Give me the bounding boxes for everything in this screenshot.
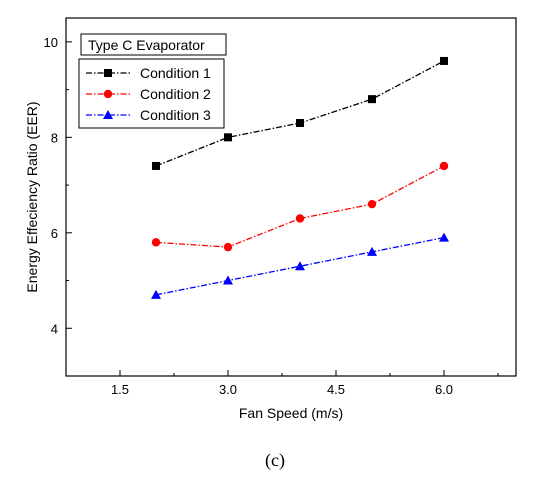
legend-entry: Condition 1 — [86, 65, 211, 81]
series-1 — [152, 56, 448, 170]
x-tick-label: 4.5 — [327, 382, 345, 397]
data-point — [296, 119, 304, 128]
data-point — [224, 133, 232, 142]
data-point — [223, 242, 233, 252]
y-tick-label: 8 — [51, 130, 58, 145]
legend: Condition 1 Condition 2 Condition 3 — [78, 58, 225, 129]
legend-marker — [103, 89, 113, 99]
plot-frame — [65, 17, 517, 377]
y-tick-label: 4 — [51, 321, 58, 336]
data-point — [439, 232, 449, 242]
data-point — [151, 289, 161, 299]
data-point — [151, 238, 161, 247]
y-axis: 4 6 8 10 — [44, 35, 72, 377]
data-point — [295, 214, 305, 223]
legend-marker — [103, 110, 113, 119]
series-2 — [151, 161, 449, 252]
legend-items: Condition 1 Condition 2 Condition 3 — [86, 65, 211, 123]
data-point — [367, 246, 377, 256]
legend-label: Condition 2 — [140, 86, 211, 102]
data-point — [223, 275, 233, 285]
y-axis-label: Energy Effeciency Ratio (EER) — [24, 101, 40, 292]
data-point — [367, 199, 377, 209]
x-tick-label: 6.0 — [435, 382, 453, 397]
x-tick-label: 1.5 — [111, 382, 129, 397]
data-point — [439, 161, 449, 171]
legend-label: Condition 3 — [140, 107, 211, 123]
data-point — [295, 261, 305, 271]
y-tick-label: 6 — [51, 226, 58, 241]
series-layer — [151, 56, 449, 299]
panel-label-box: Type C Evaporator — [80, 33, 227, 56]
legend-label: Condition 1 — [140, 65, 211, 81]
legend-marker — [104, 69, 112, 77]
data-point — [368, 95, 376, 104]
x-axis: 1.5 3.0 4.5 6.0 — [65, 370, 499, 397]
figure-caption: (c) — [265, 450, 285, 471]
legend-entry: Condition 2 — [86, 86, 211, 102]
series-line — [155, 165, 445, 248]
y-tick-label: 10 — [44, 35, 58, 50]
x-tick-label: 3.0 — [219, 382, 237, 397]
legend-entry: Condition 3 — [86, 107, 211, 123]
series-3 — [151, 232, 449, 299]
x-axis-label: Fan Speed (m/s) — [239, 405, 343, 421]
data-point — [440, 56, 448, 65]
panel-label: Type C Evaporator — [88, 37, 205, 53]
panel-label-frame — [80, 33, 227, 56]
data-point — [152, 161, 160, 170]
